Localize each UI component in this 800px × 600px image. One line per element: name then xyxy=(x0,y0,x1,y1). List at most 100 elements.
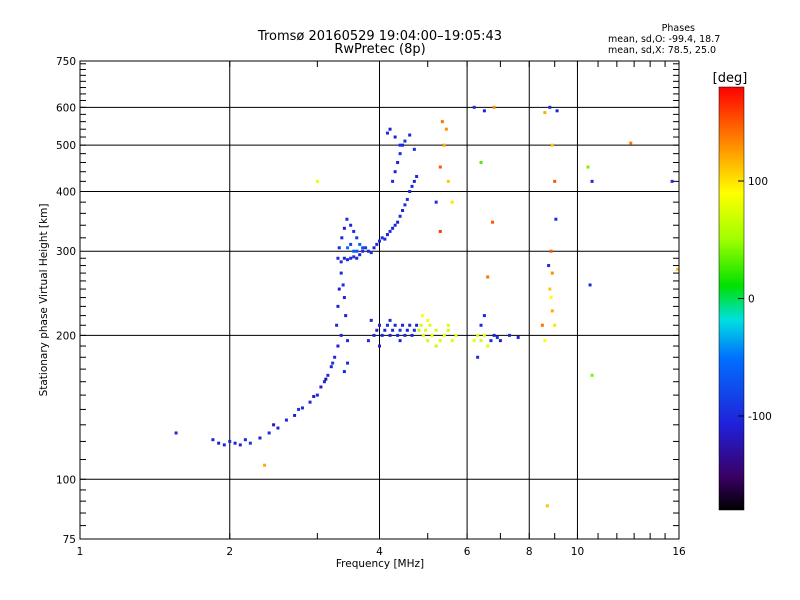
colorbar-tick-label: 0 xyxy=(748,294,755,306)
data-point xyxy=(450,200,454,204)
data-point xyxy=(434,344,438,348)
y-tick-label: 500 xyxy=(56,140,76,152)
data-point xyxy=(405,328,409,332)
data-point xyxy=(446,179,450,183)
data-point xyxy=(393,170,397,174)
data-point xyxy=(380,333,384,337)
scatter-points xyxy=(174,105,680,508)
data-point xyxy=(267,431,271,435)
data-point xyxy=(507,333,511,337)
data-point xyxy=(329,365,333,369)
colorbar-tick-label: 100 xyxy=(748,176,768,188)
data-point xyxy=(543,339,547,343)
data-point xyxy=(454,333,458,337)
data-point xyxy=(333,355,337,359)
data-point xyxy=(401,209,405,213)
data-point xyxy=(426,318,430,322)
data-point xyxy=(486,344,490,348)
data-point xyxy=(396,333,400,337)
stats-line-x: mean, sd,X: 78.5, 25.0 xyxy=(608,45,716,56)
data-point xyxy=(358,253,362,257)
data-point xyxy=(398,214,402,218)
data-point xyxy=(339,271,343,275)
data-point xyxy=(385,131,389,135)
data-point xyxy=(378,344,381,348)
data-point xyxy=(547,264,551,268)
data-point xyxy=(417,328,421,332)
data-point xyxy=(284,418,288,422)
data-point xyxy=(388,333,392,337)
data-point xyxy=(472,339,476,343)
data-point xyxy=(549,249,553,253)
data-point xyxy=(410,333,414,337)
data-point xyxy=(346,339,350,343)
data-point xyxy=(366,339,370,343)
data-point xyxy=(491,220,495,224)
data-point xyxy=(498,339,502,343)
data-point xyxy=(396,220,400,224)
data-point xyxy=(355,256,359,260)
data-point xyxy=(349,242,353,246)
data-point xyxy=(233,441,237,445)
data-point xyxy=(405,197,409,201)
data-point xyxy=(555,109,559,113)
colorbar-label: [deg] xyxy=(713,71,748,86)
data-point xyxy=(339,260,343,264)
data-point xyxy=(482,333,486,337)
y-tick-label: 750 xyxy=(56,56,76,68)
data-point xyxy=(548,105,552,109)
data-point xyxy=(444,127,448,131)
data-point xyxy=(340,236,344,240)
data-point xyxy=(337,287,341,291)
data-point xyxy=(426,339,430,343)
data-point xyxy=(543,111,547,115)
data-point xyxy=(401,323,405,327)
data-point xyxy=(676,267,680,271)
y-tick-label: 300 xyxy=(56,246,76,258)
data-point xyxy=(398,328,402,332)
data-point xyxy=(352,249,356,253)
data-point xyxy=(446,323,450,327)
data-point xyxy=(412,328,416,332)
stats-line-o: mean, sd,O: -99.4, 18.7 xyxy=(608,34,720,45)
data-point xyxy=(174,431,178,435)
axis-ticks: 1 2 4 6 8 10 16 75 100 200 300 400 500 600 750 xyxy=(56,56,686,558)
data-point xyxy=(403,333,407,337)
data-point xyxy=(248,441,252,445)
data-point xyxy=(308,400,312,404)
data-point xyxy=(331,361,335,365)
data-point xyxy=(430,333,434,337)
data-point xyxy=(412,147,416,151)
data-point xyxy=(211,438,215,442)
y-axis-label: Stationary phase Virtual Height [km] xyxy=(38,204,50,397)
x-tick-label: 8 xyxy=(526,546,533,558)
data-point xyxy=(342,296,346,300)
x-tick-label: 1 xyxy=(77,546,84,558)
data-point xyxy=(434,328,438,332)
data-point xyxy=(482,109,486,113)
colorbar-tick-label: -100 xyxy=(748,411,772,423)
data-point xyxy=(398,339,402,343)
data-point xyxy=(442,333,446,337)
data-point xyxy=(391,179,395,183)
data-point xyxy=(472,105,476,109)
data-point xyxy=(326,373,330,377)
y-tick-label: 75 xyxy=(63,534,76,546)
x-tick-label: 2 xyxy=(226,546,233,558)
data-point xyxy=(364,246,368,250)
data-point xyxy=(415,174,419,178)
data-point xyxy=(420,314,424,318)
data-point xyxy=(590,373,594,377)
data-point xyxy=(385,233,389,237)
data-point xyxy=(315,179,319,183)
data-point xyxy=(479,339,483,343)
data-point xyxy=(355,249,359,253)
data-point xyxy=(393,323,397,327)
data-point xyxy=(312,394,316,398)
data-point xyxy=(300,406,304,410)
data-point xyxy=(670,179,674,183)
data-point xyxy=(335,323,339,327)
data-point xyxy=(410,184,414,188)
data-point xyxy=(339,333,343,337)
